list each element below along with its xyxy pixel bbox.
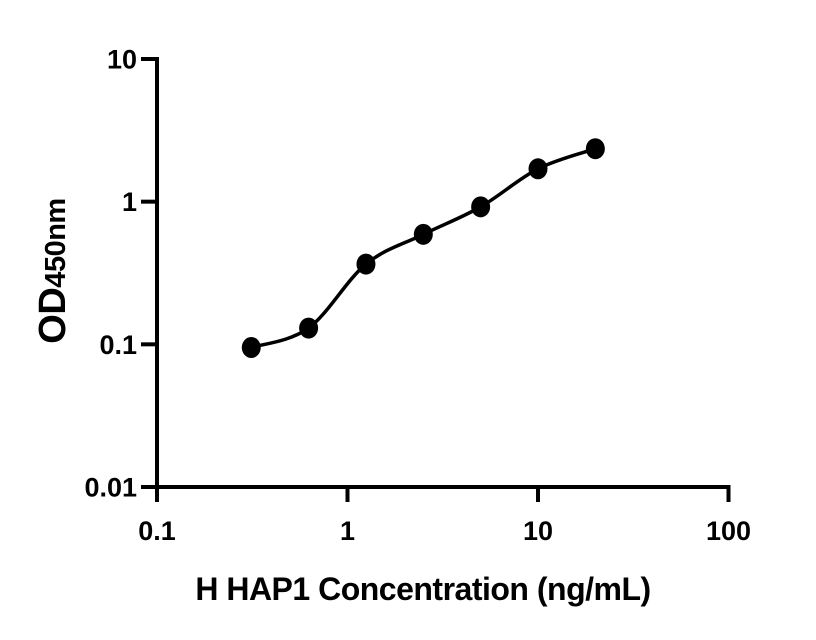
y-axis-title-main: OD [32, 288, 74, 344]
fit-curve [250, 147, 596, 350]
x-tick-label: 10 [523, 516, 553, 546]
y-tick-label: 0.1 [99, 330, 137, 360]
y-tick-label: 10 [107, 44, 137, 74]
x-axis-title: H HAP1 Concentration (ng/mL) [195, 571, 650, 607]
data-point [585, 138, 605, 160]
y-tick-label: 0.01 [84, 473, 137, 503]
data-point [413, 223, 433, 245]
axes [155, 57, 731, 502]
y-axis-title-sub: 450nm [40, 198, 72, 287]
data-point [356, 253, 376, 275]
data-point [299, 317, 319, 339]
data-point [241, 337, 261, 359]
data-points-layer [241, 138, 605, 359]
data-point [471, 196, 491, 218]
fit-curve-layer [250, 147, 596, 350]
data-point [528, 158, 548, 180]
x-tick-label: 0.1 [138, 516, 176, 546]
x-tick-label: 100 [706, 516, 751, 546]
y-tick-label: 1 [122, 187, 137, 217]
y-axis-title: OD450nm [32, 198, 74, 343]
x-tick-label: 1 [340, 516, 355, 546]
